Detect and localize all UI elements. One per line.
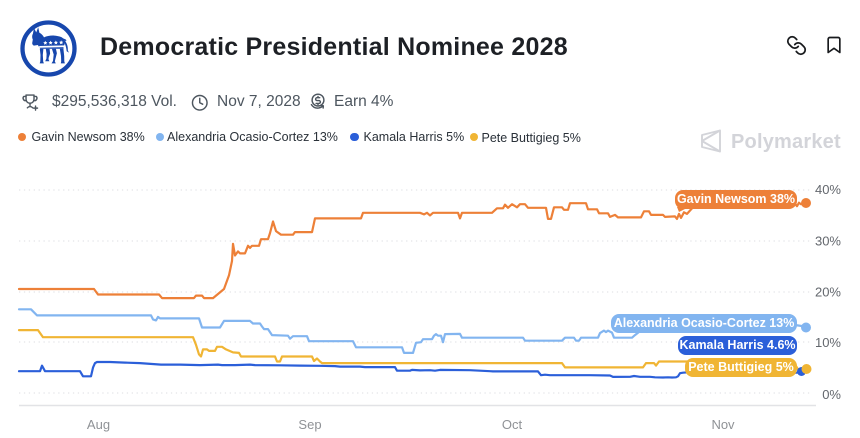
svg-text:Sep: Sep [298, 417, 321, 432]
svg-text:10%: 10% [815, 335, 841, 350]
svg-text:30%: 30% [815, 234, 841, 249]
svg-text:Oct: Oct [502, 417, 523, 432]
svg-text:Aug: Aug [87, 417, 110, 432]
svg-text:40%: 40% [815, 182, 841, 197]
svg-text:20%: 20% [815, 285, 841, 300]
svg-text:0%: 0% [822, 387, 841, 402]
svg-text:Nov: Nov [711, 417, 735, 432]
